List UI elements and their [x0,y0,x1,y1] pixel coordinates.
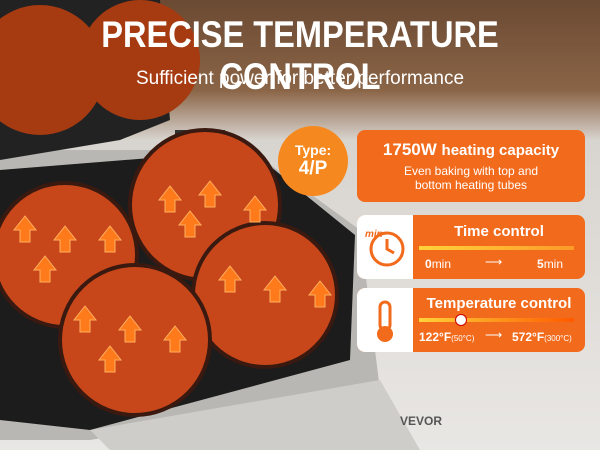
range-to: 572°F [512,330,545,344]
arrow: ⟶ [485,255,503,269]
clock: min [365,229,405,267]
range-to: 5 [537,257,544,271]
brand: VEVOR [400,414,442,428]
feature-title: Time control [454,223,544,240]
feature-card: min Time control 0min ⟶ 5min [357,215,585,279]
slider-knob [455,314,467,326]
range-from: 0 [425,257,432,271]
thermometer-icon [357,288,413,352]
arrow: ⟶ [485,328,503,342]
front [90,380,420,450]
badge-value: 4/P [298,158,328,179]
clock-icon: min [357,215,413,279]
feature-card: 1750W heating capacity Even baking with … [357,130,585,202]
icon-text: min [365,229,383,240]
range-unit: (300°C) [544,334,572,343]
waffle [0,5,105,135]
waffle [80,0,200,120]
range-bar [419,318,574,322]
range-from: 122°F [419,330,452,344]
feature-title: heating capacity [441,142,560,159]
feature-text: Even baking with top and bottom heating … [403,164,539,192]
badge-label: Type: [294,142,332,158]
type-badge: Type: 4/P [278,126,348,196]
thermometer [377,300,393,342]
title: PRECISE TEMPERATURE CONTROL [101,14,499,97]
feature-title: Temperature control [426,295,572,312]
range-unit: min [543,257,564,271]
range-unit: (50°C) [451,334,475,343]
feature-title: 1750W [382,140,437,159]
feature-card: Temperature control 122°F(50°C) ⟶ 572°F(… [357,288,585,352]
range-unit: min [431,257,452,271]
range-bar [419,246,574,250]
subtitle: Sufficient power for better performance [135,68,465,89]
